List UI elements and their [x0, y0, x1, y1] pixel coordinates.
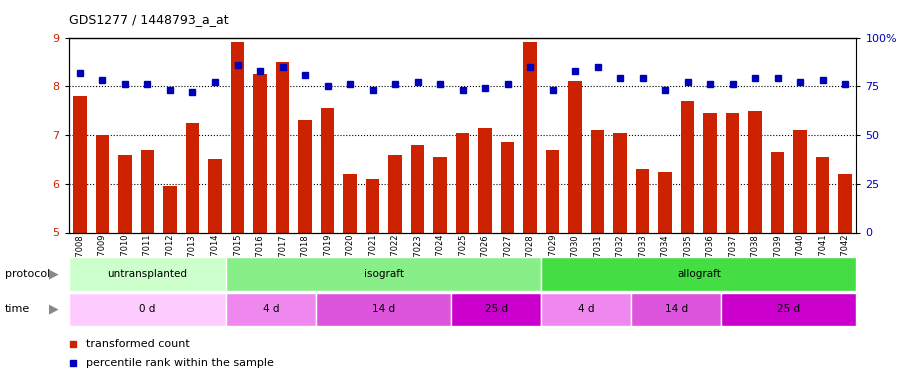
- Text: 4 d: 4 d: [263, 304, 279, 314]
- Bar: [141, 150, 154, 232]
- Bar: [523, 42, 537, 232]
- Bar: [546, 150, 560, 232]
- Bar: [816, 157, 830, 232]
- Bar: [276, 62, 289, 232]
- Bar: [722, 292, 856, 326]
- Bar: [681, 101, 694, 232]
- Bar: [299, 120, 311, 232]
- Text: 25 d: 25 d: [778, 304, 801, 314]
- Bar: [253, 74, 267, 232]
- Bar: [163, 186, 177, 232]
- Text: 0 d: 0 d: [139, 304, 156, 314]
- Bar: [568, 81, 582, 232]
- Text: protocol: protocol: [5, 269, 49, 279]
- Bar: [388, 154, 402, 232]
- Bar: [410, 145, 424, 232]
- Bar: [452, 292, 541, 326]
- Bar: [636, 169, 649, 232]
- Text: transformed count: transformed count: [86, 339, 190, 349]
- Text: ▶: ▶: [49, 303, 59, 316]
- Text: untransplanted: untransplanted: [107, 269, 188, 279]
- Bar: [69, 292, 226, 326]
- Text: 25 d: 25 d: [485, 304, 507, 314]
- Bar: [748, 111, 762, 232]
- Bar: [365, 179, 379, 232]
- Bar: [186, 123, 200, 232]
- Bar: [591, 130, 605, 232]
- Bar: [478, 128, 492, 232]
- Bar: [725, 113, 739, 232]
- Text: percentile rank within the sample: percentile rank within the sample: [86, 358, 274, 368]
- Bar: [631, 292, 722, 326]
- Bar: [321, 108, 334, 232]
- Bar: [541, 292, 631, 326]
- Bar: [69, 257, 226, 291]
- Bar: [771, 152, 784, 232]
- Bar: [118, 154, 132, 232]
- Bar: [541, 257, 856, 291]
- Text: 14 d: 14 d: [665, 304, 688, 314]
- Text: isograft: isograft: [364, 269, 404, 279]
- Bar: [703, 113, 717, 232]
- Bar: [614, 133, 627, 232]
- Bar: [793, 130, 807, 232]
- Bar: [344, 174, 357, 232]
- Bar: [433, 157, 447, 232]
- Text: 14 d: 14 d: [372, 304, 396, 314]
- Bar: [208, 159, 222, 232]
- Text: time: time: [5, 304, 30, 314]
- Bar: [73, 96, 87, 232]
- Bar: [456, 133, 469, 232]
- Bar: [659, 172, 672, 232]
- Text: allograft: allograft: [677, 269, 721, 279]
- Bar: [838, 174, 852, 232]
- Text: 4 d: 4 d: [578, 304, 594, 314]
- Text: GDS1277 / 1448793_a_at: GDS1277 / 1448793_a_at: [69, 13, 228, 26]
- Bar: [95, 135, 109, 232]
- Bar: [226, 257, 541, 291]
- Bar: [316, 292, 452, 326]
- Bar: [231, 42, 245, 232]
- Bar: [226, 292, 316, 326]
- Text: ▶: ▶: [49, 267, 59, 280]
- Bar: [501, 142, 515, 232]
